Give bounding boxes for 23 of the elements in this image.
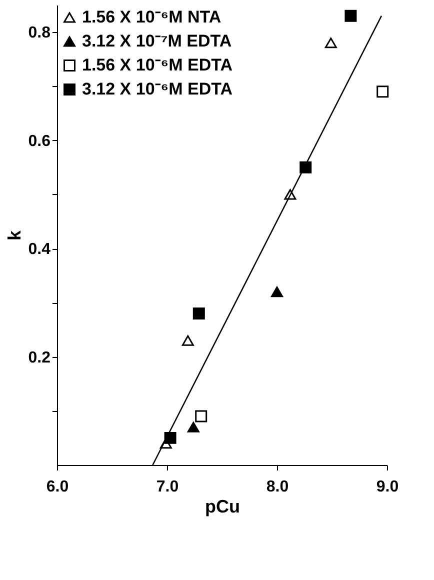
point [344, 10, 357, 22]
x-tick-label: 9.0 [376, 478, 399, 496]
legend-label: 1.56 X 10⁻⁶M EDTA [82, 56, 233, 74]
x-tick-label: 8.0 [266, 478, 289, 496]
x-axis-title: pCu [205, 496, 240, 516]
legend-label: 1.56 X 10⁻⁶M NTA [82, 8, 222, 26]
point [187, 422, 200, 432]
y-axis-title: k [4, 230, 24, 241]
y-tick-label: 0.6 [28, 132, 51, 150]
legend-label: 3.12 X 10⁻⁶M EDTA [82, 80, 233, 98]
point [271, 286, 283, 298]
point [324, 38, 337, 48]
point [376, 86, 389, 98]
point [182, 335, 194, 346]
legend-label: 3.12 X 10⁻⁷M EDTA [82, 32, 232, 50]
point [164, 432, 176, 444]
y-tick-label: 0.4 [28, 241, 51, 258]
point [192, 307, 205, 320]
point [195, 410, 208, 422]
x-tick-label: 7.0 [156, 478, 179, 496]
y-tick-label: 0.8 [28, 24, 51, 42]
x-tick-label: 6.0 [46, 478, 69, 496]
y-tick-label: 0.2 [28, 349, 51, 366]
